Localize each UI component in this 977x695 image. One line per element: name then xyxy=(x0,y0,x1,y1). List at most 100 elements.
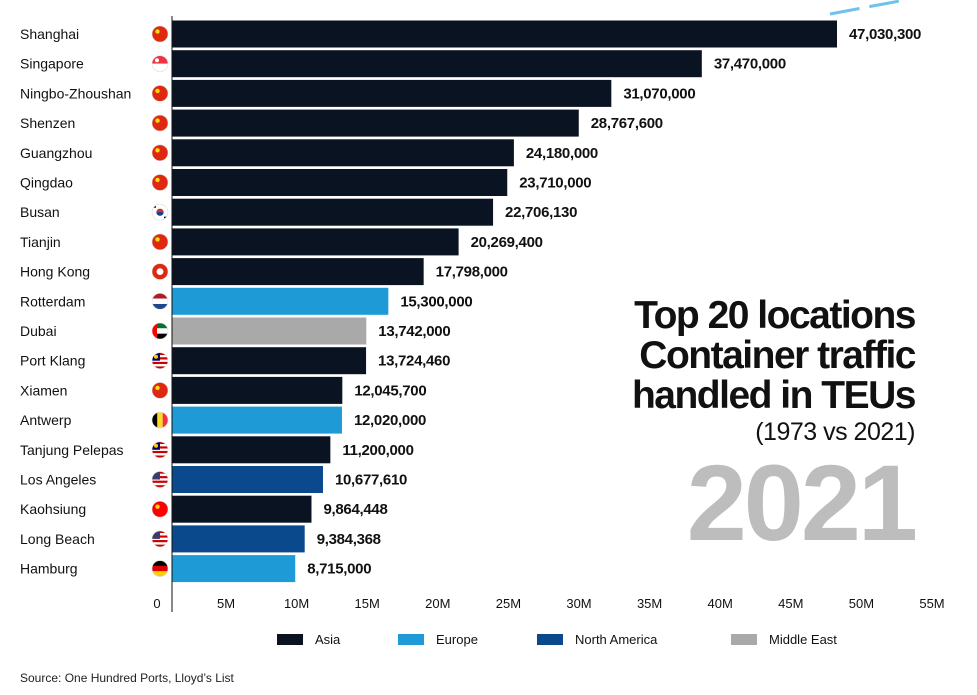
chart-title-line-1: Top 20 locations xyxy=(634,294,916,337)
value-label-hong-kong: 17,798,000 xyxy=(436,264,508,281)
value-label-ningbo-zhoushan: 31,070,000 xyxy=(623,85,695,102)
value-label-kaohsiung: 9,864,448 xyxy=(323,501,387,518)
value-label-rotterdam: 15,300,000 xyxy=(400,293,472,310)
bar-port-klang xyxy=(172,347,367,375)
value-label-guangzhou: 24,180,000 xyxy=(526,145,598,162)
bar-long-beach xyxy=(172,525,305,553)
port-label-qingdao: Qingdao xyxy=(20,175,73,191)
value-label-hamburg: 8,715,000 xyxy=(307,561,371,578)
value-label-tanjung-pelepas: 11,200,000 xyxy=(342,442,413,459)
bar-dubai xyxy=(172,317,367,345)
port-label-rotterdam: Rotterdam xyxy=(20,293,85,309)
year-label: 2021 xyxy=(686,442,918,563)
x-tick-label-40m: 40M xyxy=(708,596,733,611)
germany-flag-icon xyxy=(151,560,169,577)
port-label-tianjin: Tianjin xyxy=(20,234,61,250)
legend-swatch-north-america xyxy=(537,634,563,645)
value-label-long-beach: 9,384,368 xyxy=(317,531,381,548)
legend-item-europe: Europe xyxy=(398,632,478,647)
value-label-los-angeles: 10,677,610 xyxy=(335,472,407,489)
bar-busan xyxy=(172,198,494,226)
legend-swatch-asia xyxy=(277,634,303,645)
port-label-xiamen: Xiamen xyxy=(20,382,67,398)
bar-kaohsiung xyxy=(172,495,312,523)
port-label-dubai: Dubai xyxy=(20,323,57,339)
port-label-hamburg: Hamburg xyxy=(20,561,78,577)
bar-guangzhou xyxy=(172,139,514,167)
accent-dash xyxy=(829,0,906,16)
port-label-busan: Busan xyxy=(20,204,60,220)
x-tick-label-20m: 20M xyxy=(425,596,450,611)
value-label-dubai: 13,742,000 xyxy=(378,323,450,340)
bar-antwerp xyxy=(172,406,342,434)
x-tick-label-0: 0 xyxy=(153,596,160,611)
value-label-port-klang: 13,724,460 xyxy=(378,353,450,370)
port-label-guangzhou: Guangzhou xyxy=(20,145,92,161)
source-note: Source: One Hundred Ports, Lloyd’s List xyxy=(20,671,234,685)
bar-shenzen xyxy=(172,109,579,137)
x-tick-label-55m: 55M xyxy=(919,596,944,611)
hong-kong-flag-icon xyxy=(151,263,169,280)
legend-swatch-middle-east xyxy=(731,634,757,645)
legend-label-asia: Asia xyxy=(315,632,341,647)
chart-title-block: Top 20 locations Container traffic handl… xyxy=(631,294,918,563)
port-label-shenzen: Shenzen xyxy=(20,115,75,131)
port-label-singapore: Singapore xyxy=(20,56,84,72)
value-label-shenzen: 28,767,600 xyxy=(591,115,663,132)
x-tick-label-45m: 45M xyxy=(778,596,803,611)
bar-qingdao xyxy=(172,169,508,196)
x-tick-label-30m: 30M xyxy=(566,596,591,611)
belgium-flag-icon xyxy=(151,411,169,429)
chart-title-line-3: handled in TEUs xyxy=(631,374,917,417)
bar-xiamen xyxy=(172,376,343,404)
port-labels: Shanghai Singapore Ningbo-Zhoushan Shenzen G… xyxy=(20,26,131,577)
legend-swatch-europe xyxy=(398,634,424,645)
value-label-busan: 22,706,130 xyxy=(505,204,577,221)
port-label-shanghai: Shanghai xyxy=(20,26,79,42)
china-flag-icon xyxy=(151,25,169,43)
bar-hong-kong xyxy=(172,258,424,286)
bar-tianjin xyxy=(172,228,459,256)
malaysia-flag-icon xyxy=(151,441,169,459)
port-label-tanjung-pelepas: Tanjung Pelepas xyxy=(20,442,124,458)
chart-subtitle: (1973 vs 2021) xyxy=(755,418,915,446)
bar-rotterdam xyxy=(172,287,389,315)
value-label-shanghai: 47,030,300 xyxy=(849,26,921,43)
legend-label-europe: Europe xyxy=(436,632,478,647)
legend-item-asia: Asia xyxy=(277,632,340,647)
value-label-singapore: 37,470,000 xyxy=(714,56,786,73)
bar-chart: Shanghai Singapore Ningbo-Zhoushan Shenzen G… xyxy=(20,0,945,612)
china-flag-icon xyxy=(151,382,169,399)
bars-layer xyxy=(172,20,837,583)
legend-item-north-america: North America xyxy=(537,632,657,647)
x-tick-label-50m: 50M xyxy=(849,596,874,611)
singapore-flag-icon xyxy=(151,55,169,73)
port-label-los-angeles: Los Angeles xyxy=(20,472,96,488)
legend-label-north-america: North America xyxy=(575,632,658,647)
netherlands-flag-icon xyxy=(151,292,169,310)
china-flag-icon xyxy=(151,144,169,162)
bar-hamburg xyxy=(172,555,296,583)
x-axis: 0 5M 10M 15M 20M 25M 30M 35M 40M 45M 50M 55M xyxy=(153,16,945,612)
bar-tanjung-pelepas xyxy=(172,436,331,464)
usa-flag-icon xyxy=(151,530,169,548)
china-flag-icon xyxy=(151,85,169,102)
bar-los-angeles xyxy=(172,466,323,493)
flags xyxy=(151,25,169,577)
uae-flag-icon xyxy=(151,322,169,340)
usa-flag-icon xyxy=(151,471,169,488)
port-label-antwerp: Antwerp xyxy=(20,412,72,428)
x-tick-label-15m: 15M xyxy=(355,596,380,611)
china-flag-icon xyxy=(151,233,169,251)
value-label-tianjin: 20,269,400 xyxy=(471,234,543,251)
bar-singapore xyxy=(172,50,702,78)
x-tick-label-10m: 10M xyxy=(284,596,309,611)
port-label-long-beach: Long Beach xyxy=(20,531,95,547)
value-label-qingdao: 23,710,000 xyxy=(519,175,591,192)
china-flag-icon xyxy=(151,114,169,132)
legend-item-middle-east: Middle East xyxy=(731,632,837,647)
value-label-antwerp: 12,020,000 xyxy=(354,412,426,429)
x-tick-label-35m: 35M xyxy=(637,596,662,611)
legend: Asia Europe North America Middle East xyxy=(0,632,977,652)
x-tick-label-5m: 5M xyxy=(217,596,235,611)
